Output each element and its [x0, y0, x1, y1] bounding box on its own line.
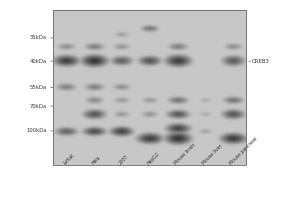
- Text: CREB3: CREB3: [252, 59, 270, 64]
- Text: Hela: Hela: [90, 155, 101, 166]
- Text: Mouse liver: Mouse liver: [201, 144, 223, 166]
- Text: Mouse brain: Mouse brain: [173, 143, 197, 166]
- Text: 55kDa: 55kDa: [29, 85, 46, 90]
- Text: 35kDa: 35kDa: [29, 35, 46, 40]
- Bar: [52, 10, 246, 165]
- Text: 293T: 293T: [118, 154, 130, 166]
- Text: 100kDa: 100kDa: [26, 128, 46, 133]
- Text: 70kDa: 70kDa: [29, 104, 46, 109]
- Text: Jurkat: Jurkat: [63, 153, 76, 166]
- Text: HepG2: HepG2: [146, 151, 160, 166]
- Text: 40kDa: 40kDa: [29, 59, 46, 64]
- Text: Mouse pancreas: Mouse pancreas: [229, 136, 259, 166]
